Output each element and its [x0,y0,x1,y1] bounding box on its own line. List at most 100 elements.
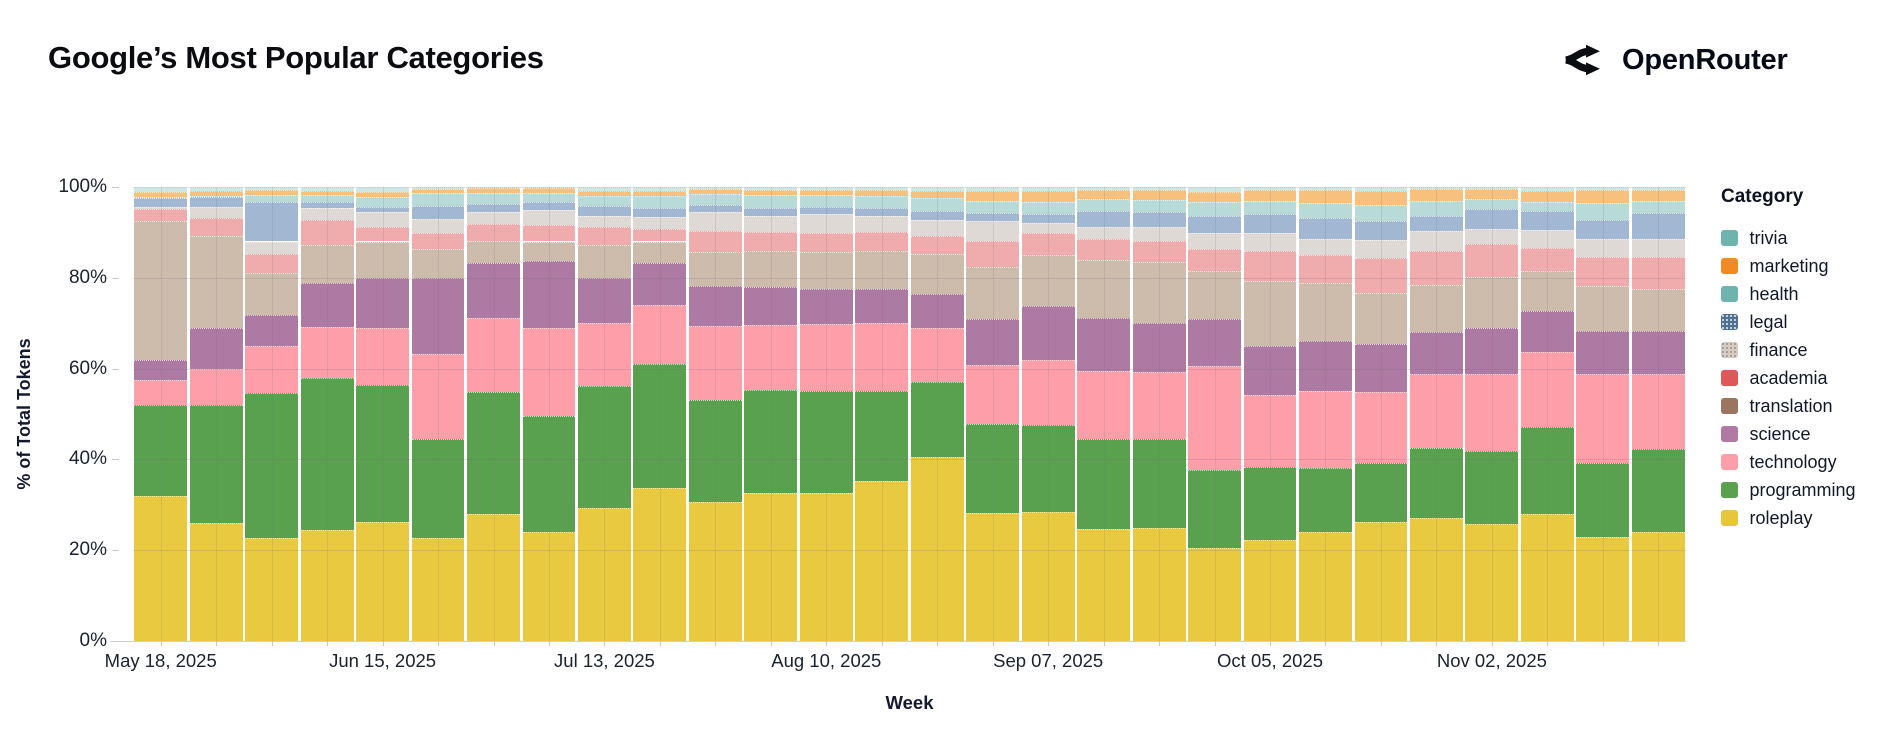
segment-programming[interactable] [1520,426,1574,515]
segment-trivia[interactable] [245,187,299,191]
segment-marketing[interactable] [1243,189,1297,202]
segment-technology[interactable] [1354,391,1408,463]
segment-roleplay[interactable] [1465,524,1519,641]
segment-legal[interactable] [1631,212,1685,239]
segment-marketing[interactable] [134,191,188,197]
segment-finance[interactable] [855,216,909,232]
segment-academia[interactable] [1409,251,1463,286]
segment-trivia[interactable] [467,187,520,189]
segment-academia[interactable] [966,240,1020,268]
bar-week-Jun 22, 2025[interactable] [411,187,465,641]
segment-finance[interactable] [189,207,243,218]
segment-technology[interactable] [1132,372,1186,439]
segment-academia[interactable] [356,227,410,242]
segment-trivia[interactable] [1132,187,1186,190]
segment-trivia[interactable] [688,187,742,190]
segment-science[interactable] [1409,332,1463,375]
segment-translation[interactable] [799,251,853,289]
segment-technology[interactable] [799,324,853,391]
segment-academia[interactable] [300,219,354,245]
segment-academia[interactable] [1021,232,1075,255]
segment-science[interactable] [1021,305,1075,360]
segment-trivia[interactable] [1077,187,1131,190]
segment-programming[interactable] [688,399,742,502]
segment-academia[interactable] [633,228,687,242]
segment-programming[interactable] [744,389,798,494]
bar-week-May 25, 2025[interactable] [189,187,243,641]
segment-translation[interactable] [467,240,520,264]
segment-trivia[interactable] [1188,187,1241,192]
segment-roleplay[interactable] [189,522,243,641]
segment-academia[interactable] [1132,241,1186,262]
segment-roleplay[interactable] [411,537,465,641]
segment-programming[interactable] [910,382,964,457]
bar-week-Aug 31, 2025[interactable] [966,187,1020,641]
segment-technology[interactable] [411,354,465,439]
segment-finance[interactable] [1077,226,1131,239]
segment-translation[interactable] [189,236,243,328]
segment-roleplay[interactable] [1188,548,1241,641]
segment-health[interactable] [522,192,576,202]
segment-translation[interactable] [1576,286,1630,332]
segment-legal[interactable] [522,202,576,210]
bar-week-Aug 03, 2025[interactable] [744,187,798,641]
segment-legal[interactable] [467,204,520,212]
segment-roleplay[interactable] [1409,517,1463,641]
segment-legal[interactable] [1077,211,1131,227]
segment-academia[interactable] [1243,251,1297,282]
segment-marketing[interactable] [245,190,299,196]
segment-finance[interactable] [578,215,631,228]
segment-technology[interactable] [300,326,354,379]
bar-week-Oct 26, 2025[interactable] [1409,187,1463,641]
legend-item-academia[interactable]: academia [1721,364,1881,392]
segment-health[interactable] [1576,202,1630,220]
bar-week-Nov 02, 2025[interactable] [1465,187,1519,641]
segment-programming[interactable] [189,404,243,523]
segment-academia[interactable] [1188,248,1241,272]
segment-roleplay[interactable] [1520,514,1574,641]
segment-health[interactable] [189,196,243,198]
segment-technology[interactable] [1021,359,1075,425]
segment-science[interactable] [688,286,742,327]
segment-finance[interactable] [1576,238,1630,258]
segment-academia[interactable] [1465,243,1519,278]
segment-roleplay[interactable] [356,521,410,641]
segment-technology[interactable] [966,364,1020,425]
bar-week-Sep 28, 2025[interactable] [1188,187,1241,641]
segment-programming[interactable] [1299,467,1352,533]
bar-week-Jul 27, 2025[interactable] [688,187,742,641]
segment-translation[interactable] [1465,277,1519,329]
segment-legal[interactable] [1132,212,1186,227]
bar-week-Aug 10, 2025[interactable] [799,187,853,641]
segment-translation[interactable] [356,241,410,279]
segment-trivia[interactable] [1520,187,1574,192]
bar-week-Sep 07, 2025[interactable] [1021,187,1075,641]
segment-marketing[interactable] [300,190,354,196]
segment-technology[interactable] [1077,370,1131,439]
segment-translation[interactable] [855,251,909,289]
segment-academia[interactable] [799,232,853,252]
segment-legal[interactable] [300,201,354,208]
bar-week-Nov 23, 2025[interactable] [1631,187,1685,641]
segment-academia[interactable] [411,233,465,250]
segment-roleplay[interactable] [300,530,354,641]
segment-marketing[interactable] [744,189,798,196]
segment-legal[interactable] [1021,213,1075,223]
segment-marketing[interactable] [578,190,631,196]
segment-translation[interactable] [1021,254,1075,306]
segment-translation[interactable] [1077,259,1131,318]
segment-technology[interactable] [134,379,188,405]
segment-technology[interactable] [1299,390,1352,468]
segment-health[interactable] [1243,201,1297,214]
segment-translation[interactable] [1354,293,1408,345]
segment-science[interactable] [1188,318,1241,366]
segment-technology[interactable] [744,325,798,390]
segment-academia[interactable] [855,231,909,252]
segment-health[interactable] [633,196,687,209]
segment-science[interactable] [855,288,909,324]
segment-health[interactable] [799,195,853,207]
segment-programming[interactable] [1188,469,1241,549]
segment-marketing[interactable] [910,190,964,199]
segment-trivia[interactable] [966,187,1020,191]
segment-marketing[interactable] [1021,190,1075,202]
